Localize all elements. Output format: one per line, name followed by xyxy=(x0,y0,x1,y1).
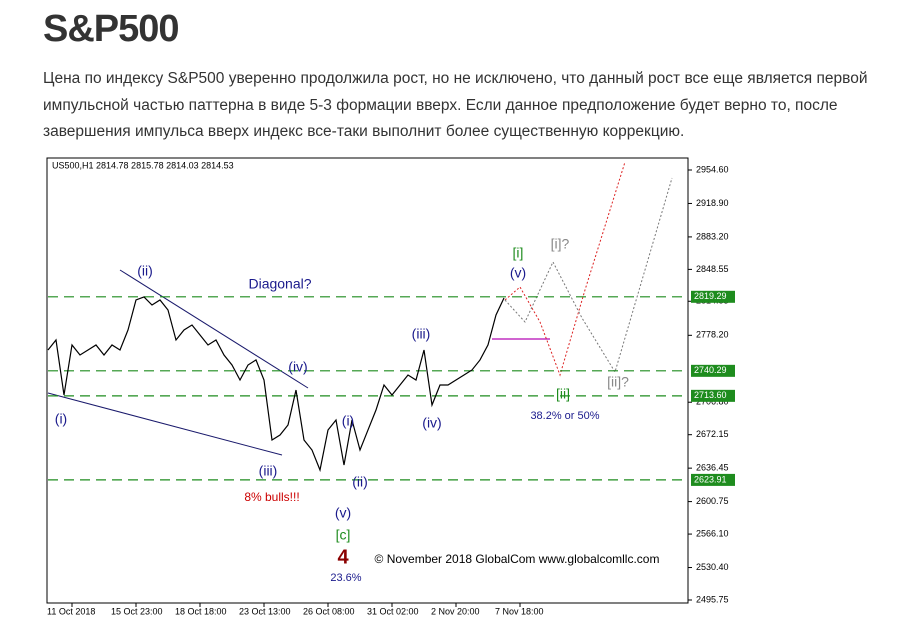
y-tick-label: 2636.45 xyxy=(696,463,729,473)
y-tick-label: 2672.15 xyxy=(696,429,729,439)
chart-title: US500,H1 2814.78 2815.78 2814.03 2814.53 xyxy=(52,160,234,170)
y-tick-label: 2883.20 xyxy=(696,231,729,241)
forecast-path xyxy=(504,161,626,377)
level-label: 2713.60 xyxy=(694,390,727,400)
annotation: (ii) xyxy=(137,263,153,279)
y-tick-label: 2530.40 xyxy=(696,562,729,572)
title: S&P500 xyxy=(43,8,180,50)
y-tick-label: 2778.20 xyxy=(696,330,729,340)
annotation: (iii) xyxy=(259,463,278,479)
y-tick-label: 2495.75 xyxy=(696,594,729,604)
x-tick-label: 7 Nov 18:00 xyxy=(495,606,544,616)
plot-frame xyxy=(46,157,689,604)
x-tick-label: 11 Oct 2018 xyxy=(47,606,95,616)
annotation: [i]? xyxy=(551,236,570,252)
annotation: (iv) xyxy=(288,359,307,375)
x-tick-label: 31 Oct 02:00 xyxy=(367,606,419,616)
level-box xyxy=(691,473,735,486)
annotation: 38.2% or 50% xyxy=(530,410,599,422)
annotation: (iv) xyxy=(422,415,441,431)
level-box xyxy=(691,290,735,303)
annotation: (i) xyxy=(342,413,354,429)
level-box xyxy=(691,389,735,402)
x-tick-label: 26 Oct 08:00 xyxy=(303,606,355,616)
annotation: 4 xyxy=(337,546,349,568)
annotation: (v) xyxy=(510,265,526,281)
paragraph: Цена по индексу S&P500 уверенно продолжи… xyxy=(43,70,868,140)
annotation: [i] xyxy=(513,245,524,261)
annotation: 23.6% xyxy=(330,572,361,584)
annotation: (iii) xyxy=(412,326,431,342)
annotation: (v) xyxy=(335,505,351,521)
y-tick-label: 2848.55 xyxy=(696,264,729,274)
annotation: 8% bulls!!! xyxy=(244,490,299,504)
y-tick-label: 2566.10 xyxy=(696,528,729,538)
trend-line xyxy=(119,269,309,389)
level-label: 2623.91 xyxy=(694,474,727,484)
annotation: (i) xyxy=(55,411,67,427)
y-tick-label: 2954.60 xyxy=(696,164,729,174)
level-label: 2740.29 xyxy=(694,365,727,375)
x-tick-label: 15 Oct 23:00 xyxy=(111,606,163,616)
x-tick-label: 2 Nov 20:00 xyxy=(431,606,480,616)
forecast-path xyxy=(504,177,673,374)
y-tick-label: 2918.90 xyxy=(696,198,729,208)
trend-line xyxy=(47,392,283,456)
x-tick-label: 18 Oct 18:00 xyxy=(175,606,227,616)
annotation: [ii] xyxy=(556,386,570,402)
x-tick-label: 23 Oct 13:00 xyxy=(239,606,291,616)
annotation: [c] xyxy=(336,527,351,543)
annotation: © November 2018 GlobalCom www.globalcoml… xyxy=(375,552,660,566)
annotation: [ii]? xyxy=(607,374,629,390)
level-label: 2819.29 xyxy=(694,291,727,301)
annotation: (ii) xyxy=(352,474,368,490)
annotation: Diagonal? xyxy=(248,276,311,292)
price-line xyxy=(47,296,505,473)
level-box xyxy=(691,364,735,377)
y-tick-label: 2600.75 xyxy=(696,496,729,506)
